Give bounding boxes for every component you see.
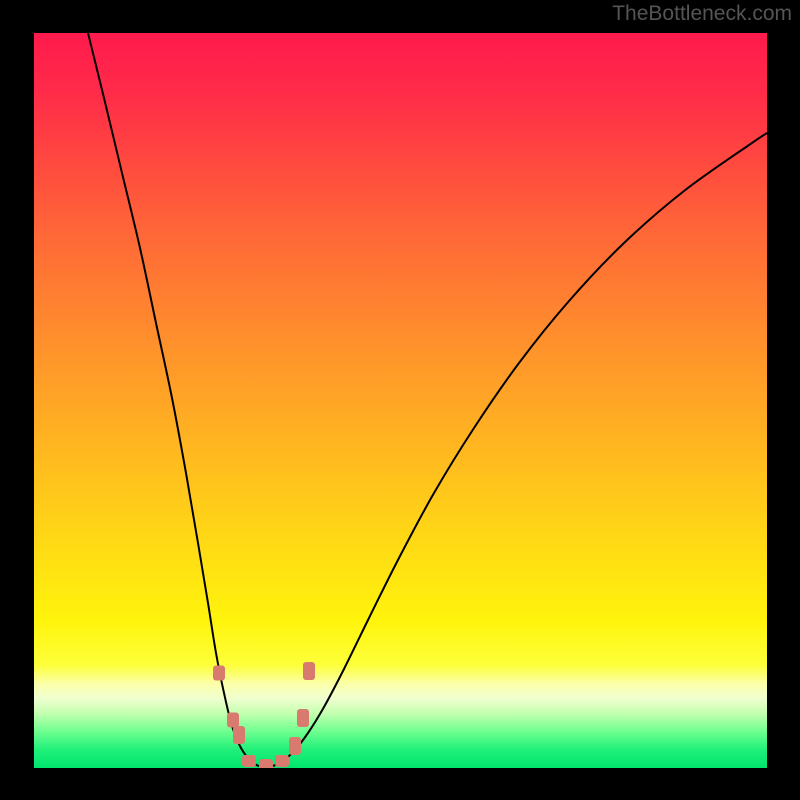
marker-group (213, 662, 315, 768)
curve-marker (297, 709, 309, 727)
curve-layer (34, 33, 767, 768)
plot-area (34, 33, 767, 768)
v-curve-path (88, 33, 767, 767)
watermark-text: TheBottleneck.com (612, 2, 792, 26)
curve-marker (233, 726, 245, 744)
curve-marker (213, 666, 225, 681)
curve-marker (275, 755, 289, 767)
curve-marker (289, 737, 301, 755)
curve-marker (227, 713, 239, 728)
curve-marker (259, 759, 273, 768)
curve-marker (303, 662, 315, 680)
curve-marker (242, 755, 256, 767)
chart-canvas: TheBottleneck.com (0, 0, 800, 800)
